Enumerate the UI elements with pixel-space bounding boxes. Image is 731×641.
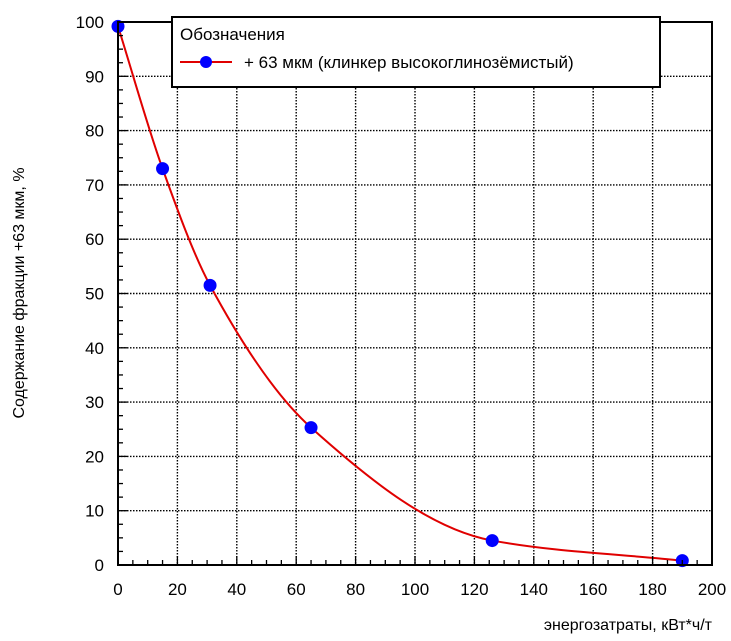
data-point <box>485 534 499 548</box>
y-tick-label: 80 <box>85 122 104 141</box>
x-tick-label: 120 <box>460 580 488 599</box>
data-point <box>203 278 217 292</box>
y-tick-label: 0 <box>95 556 104 575</box>
x-axis-title: энергозатраты, кВт*ч/т <box>544 617 713 634</box>
y-tick-label: 100 <box>76 13 104 32</box>
y-tick-label: 10 <box>85 502 104 521</box>
x-tick-label: 160 <box>579 580 607 599</box>
x-tick-label: 20 <box>168 580 187 599</box>
legend-title: Обозначения <box>180 25 285 44</box>
legend-box <box>171 16 661 88</box>
x-tick-label: 140 <box>520 580 548 599</box>
y-tick-label: 60 <box>85 230 104 249</box>
x-tick-label: 180 <box>638 580 666 599</box>
y-tick-label: 20 <box>85 447 104 466</box>
y-tick-label: 90 <box>85 67 104 86</box>
x-tick-label: 60 <box>287 580 306 599</box>
series-line <box>117 26 683 562</box>
x-tick-label: 80 <box>346 580 365 599</box>
curve-layer <box>117 26 683 562</box>
x-tick-label: 100 <box>401 580 429 599</box>
data-point <box>304 421 318 435</box>
legend: Обозначения + 63 мкм (клинкер высокоглин… <box>171 16 661 88</box>
y-tick-label: 40 <box>85 339 104 358</box>
legend-series-name: + 63 мкм (клинкер высокоглинозёмистый) <box>244 53 574 72</box>
y-tick-label: 70 <box>85 176 104 195</box>
ticks: 0 20 40 60 80 100 120 140 160 180 200 0 10 20 30 40 50 60… <box>76 13 727 599</box>
x-tick-label: 200 <box>698 580 726 599</box>
x-tick-label: 40 <box>227 580 246 599</box>
y-tick-label: 50 <box>85 285 104 304</box>
y-tick-label: 30 <box>85 393 104 412</box>
data-point <box>156 162 170 176</box>
points-layer <box>111 19 689 568</box>
legend-marker-swatch <box>200 56 212 68</box>
x-tick-label: 0 <box>113 580 122 599</box>
y-axis-title: Содержание фракции +63 мкм, % <box>11 167 28 418</box>
